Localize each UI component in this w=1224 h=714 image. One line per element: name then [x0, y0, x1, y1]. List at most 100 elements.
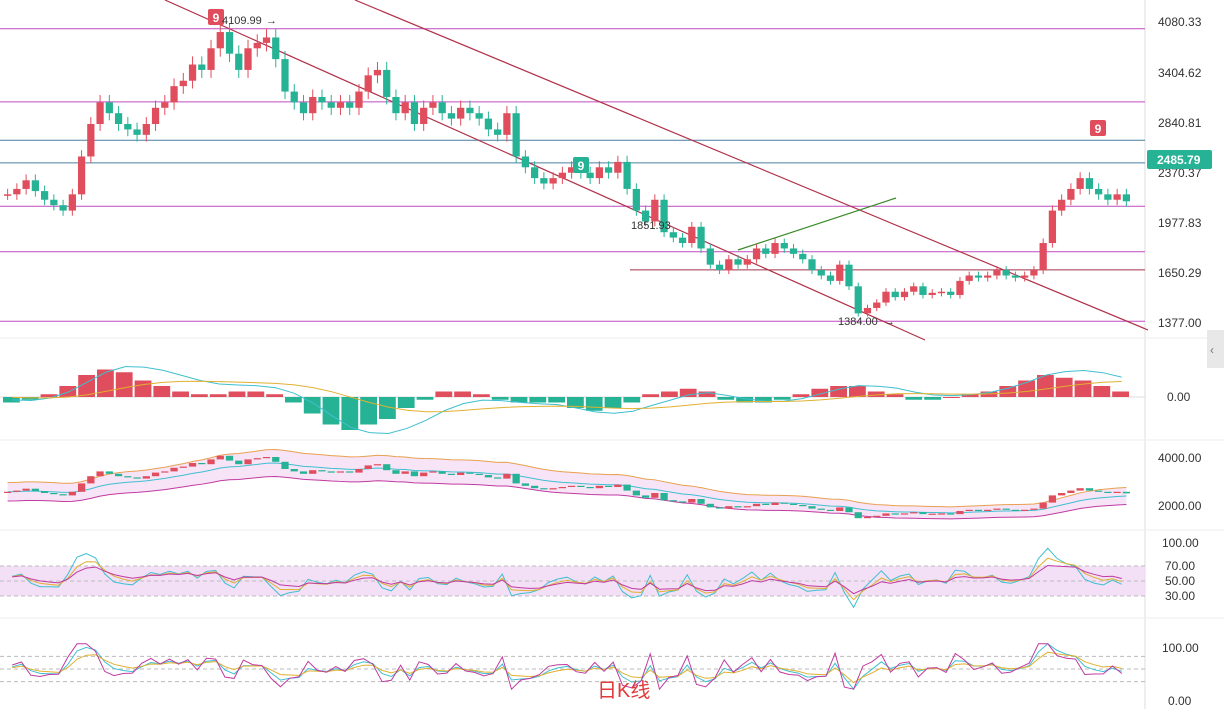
rsi-panel	[0, 547, 1145, 609]
band-candle	[170, 467, 178, 472]
candle-body	[771, 243, 779, 254]
macd-bar	[303, 397, 321, 414]
candle-body	[22, 180, 30, 189]
candle-body	[383, 69, 391, 97]
band-candle	[1076, 488, 1084, 491]
candle-body	[678, 237, 687, 244]
band-candle	[484, 475, 493, 478]
candle-body	[466, 107, 474, 114]
band-candle	[151, 472, 160, 477]
tick-label: 3404.62	[1158, 66, 1202, 80]
band-candle	[50, 493, 58, 495]
macd-bar	[792, 394, 810, 397]
macd-bar	[153, 386, 171, 397]
candle-body	[77, 156, 86, 195]
band-candle	[1113, 491, 1121, 493]
candle-body	[1067, 188, 1075, 200]
band-candle	[1122, 491, 1130, 494]
macd-dea-line	[12, 380, 1122, 413]
rsi-line	[12, 564, 1122, 595]
candle-body	[817, 270, 825, 276]
macd-bar	[567, 397, 584, 408]
candle-body	[68, 194, 76, 211]
macd-bar	[3, 397, 20, 403]
band-candle	[669, 500, 677, 502]
candle-body	[114, 113, 123, 125]
candle-body	[207, 48, 215, 70]
candle-body	[826, 275, 835, 281]
band-candle	[466, 472, 474, 474]
candle-body	[105, 102, 113, 114]
td-top-label: 9	[213, 11, 220, 25]
candle-body	[891, 291, 899, 298]
rsi-tick-label: 70.00	[1165, 559, 1195, 573]
current-price-tag: 2485.79	[1147, 150, 1212, 169]
macd-bar	[999, 386, 1017, 397]
tick-label: 4080.33	[1158, 15, 1202, 29]
band-candle	[891, 513, 899, 515]
band-candle	[318, 470, 326, 472]
band-candle	[595, 485, 603, 489]
band-candle	[1104, 491, 1112, 493]
band-candle	[974, 509, 983, 511]
macd-bar	[755, 397, 772, 403]
band-candle	[494, 477, 502, 479]
band-mid-line	[7, 462, 1127, 514]
band-candle	[993, 508, 1001, 510]
band-candle	[752, 503, 761, 507]
candle-body	[725, 259, 733, 271]
macd-bar	[40, 394, 58, 397]
macd-bar	[247, 391, 265, 397]
candle-body	[401, 102, 409, 114]
band-candle	[198, 463, 206, 465]
macd-zero-label: 0.00	[1167, 390, 1191, 404]
candle-body	[1011, 275, 1020, 278]
candle-body	[133, 129, 141, 135]
candle-body	[59, 205, 67, 211]
candle-body	[799, 253, 807, 260]
candle-body	[1085, 178, 1094, 189]
candle-body	[364, 75, 372, 92]
tick-label: 1650.29	[1158, 266, 1202, 280]
candle-body	[910, 286, 918, 292]
macd-bar	[115, 372, 133, 397]
macd-bar	[698, 391, 716, 397]
band-candle	[68, 491, 76, 496]
band-candle	[521, 483, 530, 486]
rsi-tick-label: 50.00	[1165, 574, 1195, 588]
band-candle	[1039, 502, 1047, 509]
macd-bar	[510, 397, 528, 403]
channel-upper-line	[354, 0, 1149, 331]
candle-body	[845, 264, 853, 287]
band-candle	[1095, 490, 1103, 492]
candle-body	[96, 102, 104, 125]
band-candle	[697, 499, 705, 504]
macd-bar	[905, 397, 923, 400]
band-candle	[438, 471, 446, 474]
macd-bar	[1074, 380, 1092, 397]
candle-body	[789, 248, 798, 254]
mid-price-label: 1851.93	[631, 220, 671, 232]
candle-body	[937, 291, 946, 294]
band-candle	[262, 457, 271, 459]
scroll-handle-bg[interactable]	[1207, 330, 1224, 368]
candle-body	[900, 291, 909, 298]
candle-body	[984, 275, 992, 278]
band-candle	[817, 508, 825, 510]
axis-scroll-handle[interactable]: ‹	[1207, 330, 1224, 368]
candle-body	[1030, 270, 1038, 276]
candle-body	[429, 102, 437, 108]
candle-body	[531, 167, 539, 179]
candle-body	[4, 194, 12, 196]
band-candle	[854, 512, 862, 519]
candle-body	[863, 307, 872, 314]
macd-bar	[59, 386, 77, 397]
macd-bar	[379, 397, 396, 419]
candle-body	[457, 107, 465, 119]
macd-bar	[849, 386, 866, 397]
band-candle	[420, 472, 428, 477]
low-arrow: →	[884, 316, 895, 328]
candle-body	[40, 191, 49, 200]
candle-body	[494, 129, 502, 135]
